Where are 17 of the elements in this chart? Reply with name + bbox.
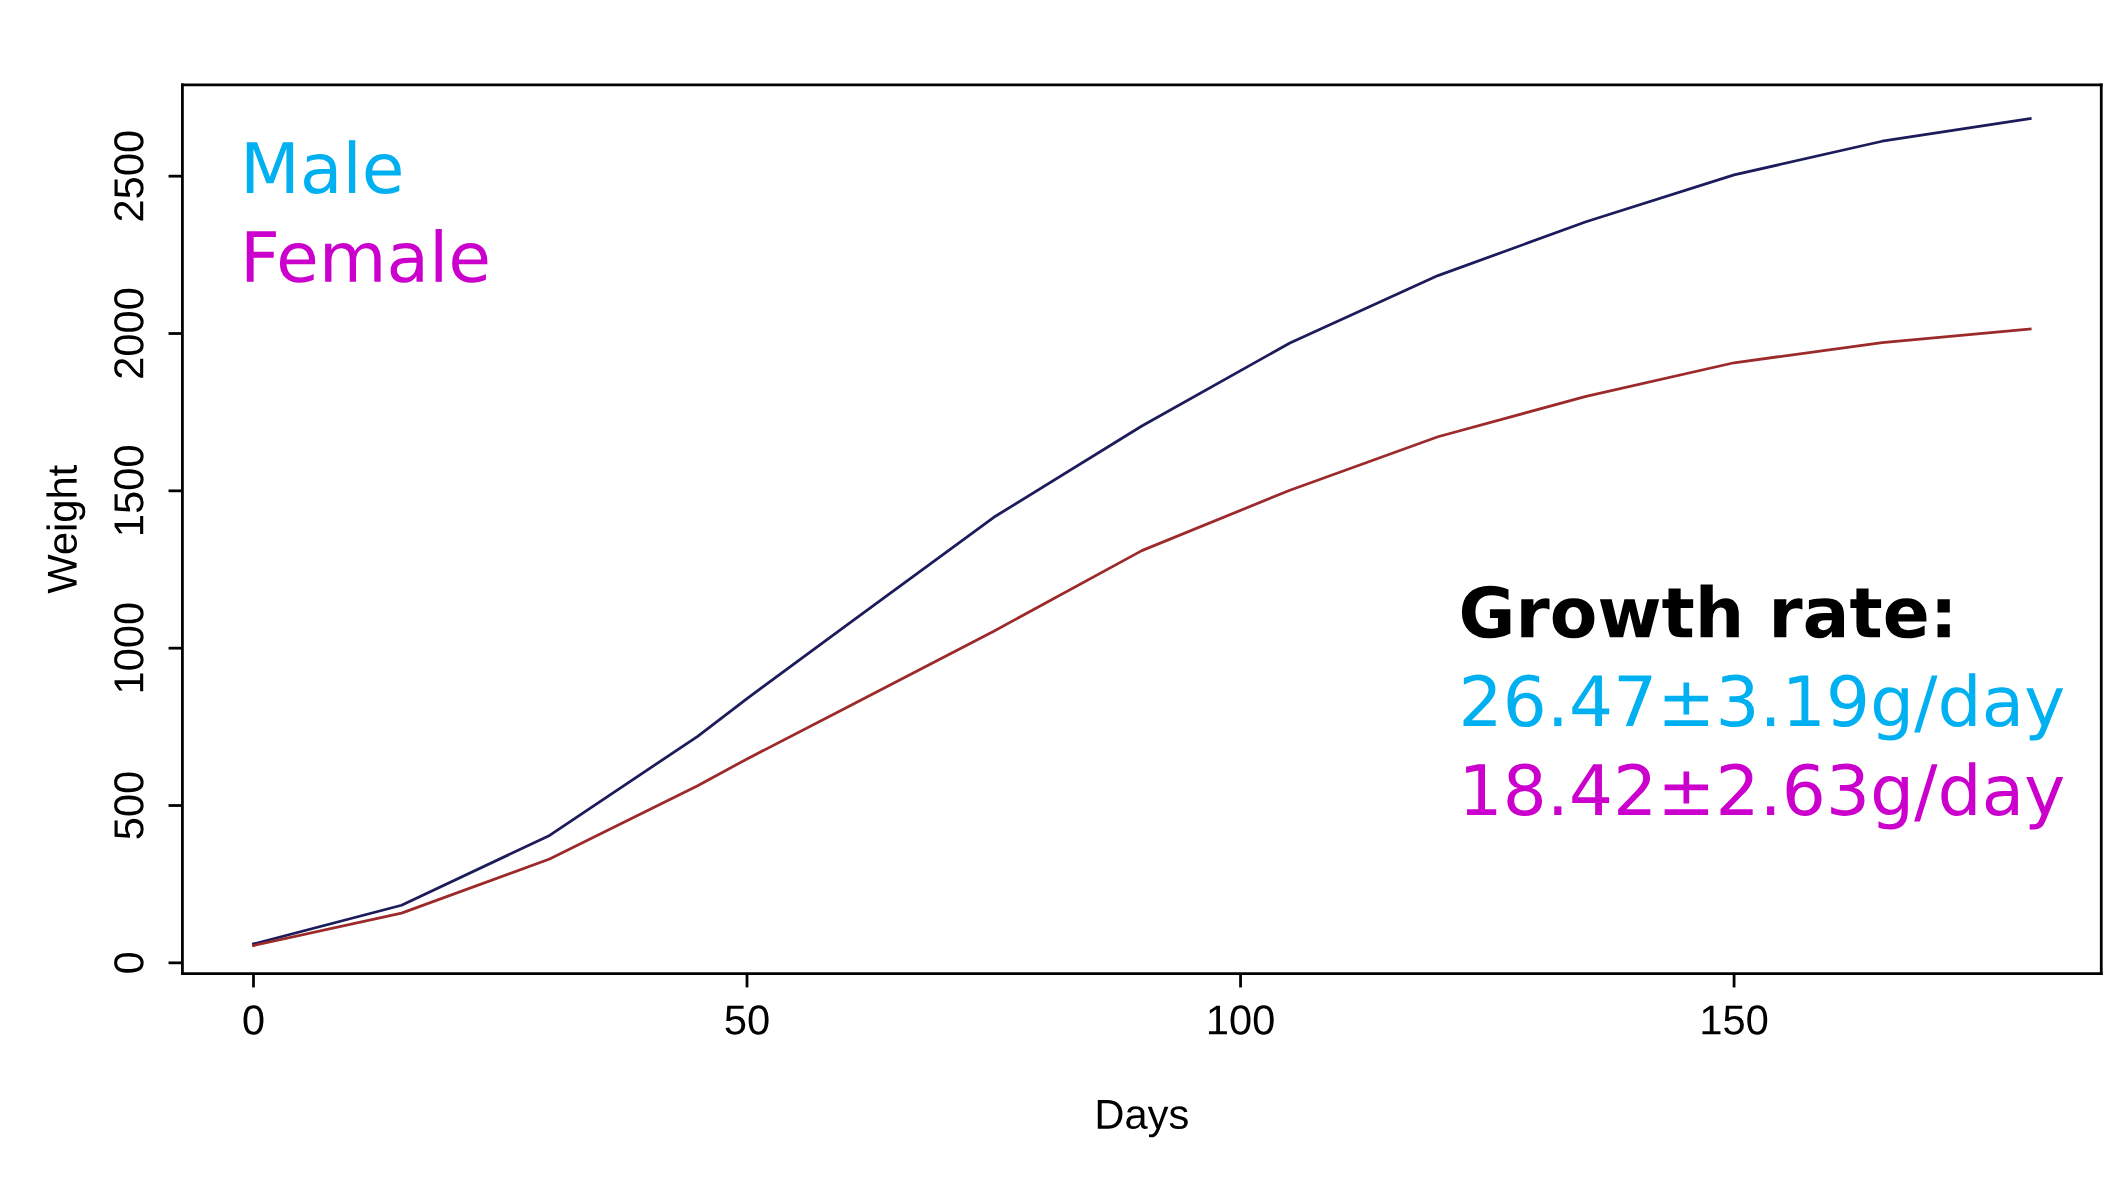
annotation: 18.42±2.63g/day <box>1466 762 2064 830</box>
annotation: Female <box>246 229 488 283</box>
y-tick-label: 2500 <box>114 131 144 221</box>
y-tick-label: 1500 <box>114 446 144 534</box>
annotation: 26.47±3.19g/day <box>1463 673 2064 741</box>
x-tick-label: 50 <box>725 1005 769 1035</box>
x-tick-label: 0 <box>243 1005 264 1035</box>
y-tick-label: 2000 <box>114 288 144 378</box>
x-tick-label: 150 <box>1702 1005 1768 1035</box>
y-tick-label: 1000 <box>114 603 144 692</box>
y-tick-label: 0 <box>114 952 144 973</box>
y-axis-title: Weight <box>46 465 86 594</box>
y-tick-label: 500 <box>114 772 144 839</box>
x-axis-title: Days <box>1097 1100 1188 1138</box>
annotation: Male <box>246 140 401 194</box>
annotation: Growth rate: <box>1461 584 1950 639</box>
x-tick-label: 100 <box>1208 1005 1274 1035</box>
